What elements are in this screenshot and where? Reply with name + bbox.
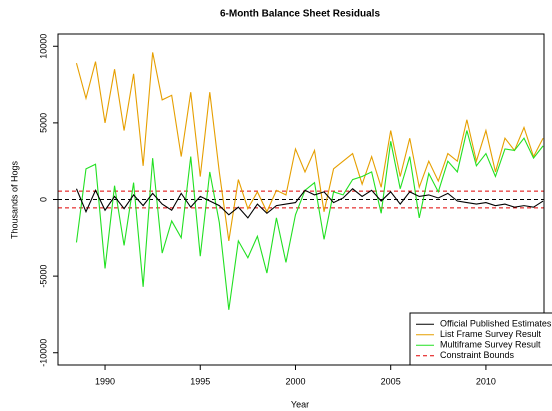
y-axis-label: Thousands of Hogs: [9, 160, 19, 239]
chart-title: 6-Month Balance Sheet Residuals: [220, 9, 380, 20]
x-tick-label: 1990: [95, 376, 115, 386]
y-tick-label: 5000: [38, 113, 48, 133]
x-tick-label: 2000: [285, 376, 305, 386]
x-tick-label: 2005: [381, 376, 401, 386]
x-tick-label: 2010: [476, 376, 496, 386]
legend-label: Multiframe Survey Result: [440, 340, 541, 350]
y-tick-label: -10000: [38, 339, 48, 367]
plot-area: [58, 52, 544, 310]
series-line: [75, 130, 544, 310]
plot-frame: [57, 33, 545, 366]
legend-label: List Frame Survey Result: [440, 329, 542, 339]
x-tick-label: 1995: [190, 376, 210, 386]
y-tick-label: 10000: [38, 34, 48, 59]
legend-label: Constraint Bounds: [440, 350, 515, 360]
y-tick-label: -5000: [38, 265, 48, 288]
series-line: [75, 188, 544, 219]
legend-box: [409, 312, 552, 366]
x-axis-label: Year: [291, 399, 309, 409]
series-line: [75, 52, 544, 241]
legend-label: Official Published Estimates: [440, 319, 552, 329]
y-tick-label: 0: [38, 197, 48, 202]
